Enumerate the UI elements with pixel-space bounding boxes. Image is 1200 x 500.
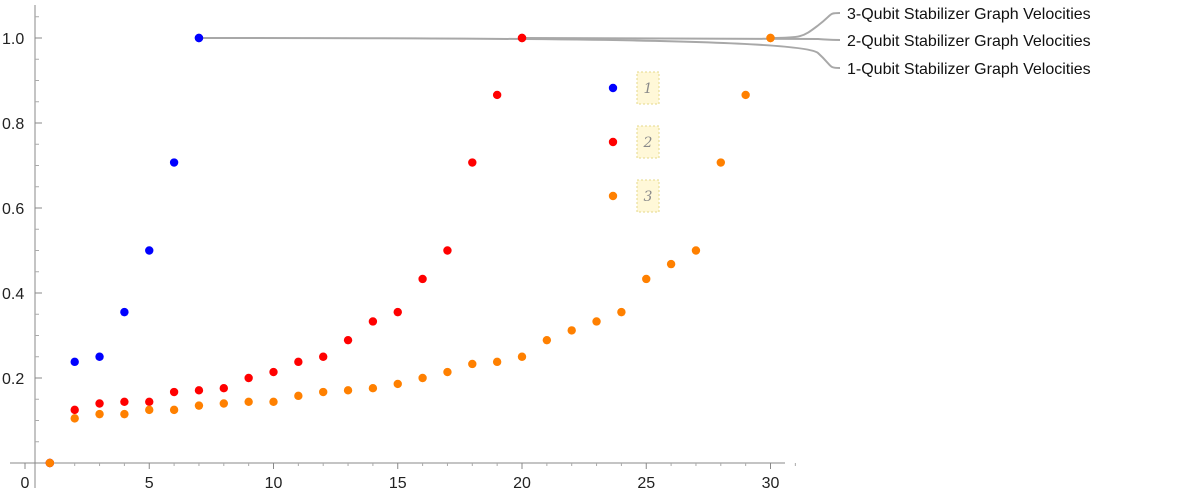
data-point-series-3: [517, 352, 527, 361]
data-point-series-3: [393, 379, 402, 389]
data-point-series-1: [145, 246, 154, 255]
data-point-series-2: [70, 405, 79, 415]
data-point-series-3: [70, 414, 79, 423]
data-point-series-3: [45, 458, 55, 468]
y-tick-label: 0.2: [2, 371, 24, 388]
data-point-series-3: [95, 409, 104, 419]
key-label-series-3: 3: [644, 189, 653, 205]
data-point-series-2: [368, 317, 378, 326]
data-point-series-3: [244, 397, 253, 406]
legend-label-series-2: 2-Qubit Stabilizer Graph Velocities: [847, 33, 1091, 50]
data-point-series-3: [691, 246, 701, 255]
key-tag-series-3: [636, 179, 660, 213]
data-point-series-2: [120, 397, 129, 406]
data-point-series-3: [567, 326, 576, 335]
data-point-series-3: [269, 397, 278, 406]
data-point-series-2: [219, 384, 228, 393]
leader-line-series-3: [770, 12, 841, 39]
y-tick-label: 0.4: [2, 286, 24, 303]
key-dot-series-2: [608, 137, 618, 147]
data-point-series-2: [269, 367, 278, 377]
data-point-series-3: [468, 359, 477, 369]
key-label-series-2: 2: [643, 135, 653, 151]
data-points: [45, 33, 775, 468]
data-point-series-2: [418, 274, 427, 284]
data-point-series-1: [194, 33, 204, 43]
data-point-series-3: [642, 274, 651, 284]
series-key-markers: 1 2 3: [608, 71, 660, 213]
data-point-series-3: [219, 399, 228, 408]
legend-leader-lines: [198, 12, 841, 69]
x-tick-label: 5: [145, 475, 154, 492]
x-tick-label: 30: [762, 475, 780, 492]
key-tag-series-2: [636, 125, 660, 159]
data-point-series-3: [145, 405, 154, 415]
data-point-series-3: [169, 405, 179, 415]
data-point-series-2: [393, 307, 402, 317]
key-dot-series-1: [608, 83, 618, 93]
data-point-series-2: [194, 386, 204, 395]
data-point-series-2: [343, 335, 353, 345]
data-point-series-1: [169, 158, 179, 167]
y-tick-label: 1.0: [2, 31, 24, 48]
x-tick-label: 0: [21, 475, 30, 492]
y-tick-label: 0.8: [2, 116, 24, 133]
data-point-series-2: [319, 352, 328, 361]
data-point-series-3: [443, 367, 452, 377]
x-tick-label: 15: [389, 475, 407, 492]
data-point-series-1: [95, 352, 104, 361]
leader-line-series-1: [198, 37, 841, 69]
legend-label-series-3: 3-Qubit Stabilizer Graph Velocities: [847, 6, 1091, 23]
key-label-series-1: 1: [644, 81, 653, 97]
leader-line-series-2: [521, 37, 841, 41]
data-point-series-2: [294, 357, 303, 367]
data-point-series-3: [418, 373, 427, 383]
x-tick-label: 10: [265, 475, 283, 492]
data-point-series-3: [716, 158, 725, 167]
data-point-series-3: [617, 307, 626, 317]
data-point-series-2: [145, 397, 154, 406]
data-point-series-3: [294, 391, 303, 401]
data-point-series-3: [666, 259, 676, 269]
data-point-series-1: [70, 357, 79, 367]
data-point-series-3: [194, 401, 204, 410]
data-point-series-2: [443, 246, 452, 255]
data-point-series-3: [492, 357, 502, 367]
data-point-series-2: [95, 399, 104, 408]
y-tick-label: 0.6: [2, 201, 24, 218]
data-point-series-2: [169, 387, 179, 397]
key-dot-series-3: [608, 191, 618, 201]
x-tick-label: 25: [637, 475, 655, 492]
data-point-series-3: [120, 409, 129, 419]
data-point-series-2: [492, 90, 502, 100]
data-point-series-3: [766, 33, 775, 43]
legend: 1-Qubit Stabilizer Graph Velocities 2-Qub…: [194, 6, 1091, 78]
data-point-series-3: [368, 384, 378, 393]
data-point-series-1: [120, 307, 129, 317]
data-point-series-3: [542, 335, 552, 345]
data-point-series-3: [319, 387, 328, 397]
legend-label-series-1: 1-Qubit Stabilizer Graph Velocities: [847, 61, 1091, 78]
data-point-series-3: [592, 317, 601, 326]
data-point-series-3: [741, 90, 750, 100]
axes: 0 5 10 15 20 25 30 0.2 0.4 0.6 0.8 1.0: [2, 5, 796, 492]
data-point-series-2: [244, 373, 253, 383]
data-point-series-2: [468, 158, 477, 167]
data-point-series-2: [517, 33, 527, 43]
data-point-series-3: [343, 386, 353, 395]
x-tick-label: 20: [513, 475, 531, 492]
key-tag-series-1: [636, 71, 660, 105]
